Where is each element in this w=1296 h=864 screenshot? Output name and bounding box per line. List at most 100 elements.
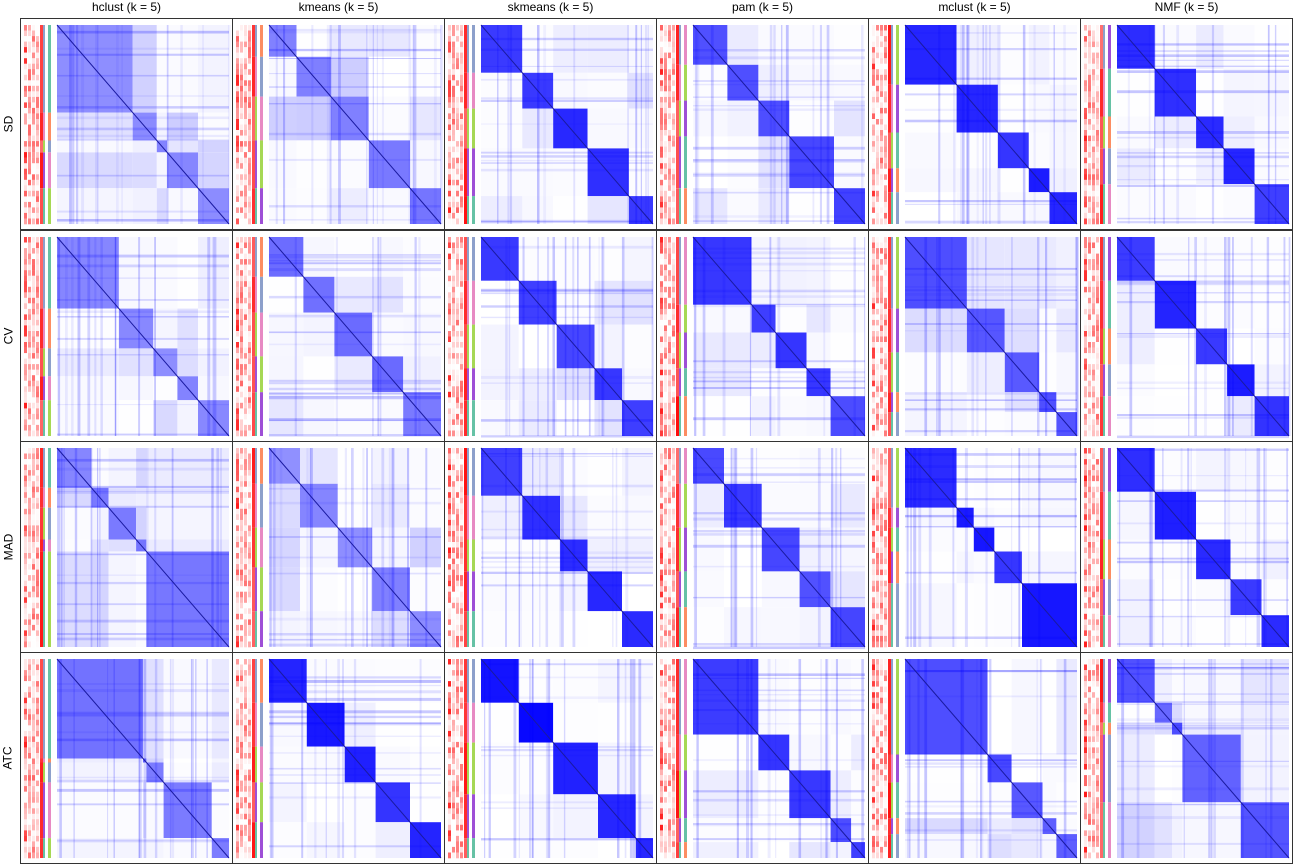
annotation-cell xyxy=(660,386,663,393)
annotation-cell xyxy=(872,248,875,254)
annotation-cell xyxy=(884,30,887,37)
annotation-cell xyxy=(668,846,671,853)
annotation-cell xyxy=(448,830,451,837)
class-color-cell xyxy=(896,168,899,193)
annotation-cell xyxy=(880,237,883,243)
annotation-cell xyxy=(676,770,679,819)
annotation-cell xyxy=(28,747,31,754)
annotation-cell xyxy=(672,248,675,254)
annotation-cell xyxy=(24,725,27,732)
annotation-cell xyxy=(244,190,247,197)
annotation-cell xyxy=(452,141,455,147)
annotation-cell xyxy=(884,408,887,415)
consensus-panel xyxy=(232,441,445,653)
annotation-cell xyxy=(872,85,875,92)
annotation-cell xyxy=(460,802,463,809)
heatmap-texture-line xyxy=(1270,659,1273,858)
annotation-cell xyxy=(236,281,239,287)
annotation-cell xyxy=(880,591,883,598)
annotation-cell xyxy=(876,375,879,381)
annotation-cell xyxy=(240,730,243,737)
heatmap-texture-line xyxy=(906,659,909,858)
annotation-cell xyxy=(1084,242,1087,249)
consensus-heatmap xyxy=(660,236,866,437)
annotation-cell xyxy=(236,692,239,698)
heatmap-texture-line xyxy=(1190,448,1192,647)
heatmap-block xyxy=(1056,308,1077,353)
annotation-cell xyxy=(1084,459,1087,465)
annotation-cell xyxy=(456,413,459,420)
heatmap-diagonal xyxy=(1116,658,1290,859)
annotation-cell xyxy=(36,380,39,387)
annotation-cell xyxy=(28,58,31,64)
annotation-cell xyxy=(672,703,675,709)
annotation-cell xyxy=(884,747,887,754)
annotation-cell xyxy=(876,725,879,732)
annotation-cell xyxy=(660,819,663,826)
annotation-cell xyxy=(448,719,451,726)
annotation-cell xyxy=(28,786,31,792)
annotation-cell xyxy=(660,58,663,64)
annotation-cell xyxy=(32,41,35,48)
heatmap-texture-line xyxy=(1037,237,1039,436)
annotation-cell xyxy=(236,74,239,81)
class-color-cell xyxy=(43,348,45,377)
annotation-cell xyxy=(884,630,887,637)
annotation-cell xyxy=(24,692,27,698)
annotation-cell xyxy=(28,591,31,598)
annotation-cell xyxy=(1084,69,1087,75)
annotation-cell xyxy=(32,841,35,848)
annotation-cell xyxy=(36,802,39,809)
heatmap-texture-line xyxy=(952,448,955,647)
heatmap-block xyxy=(1172,702,1183,723)
annotation-cell xyxy=(884,292,887,299)
heatmap-block xyxy=(598,838,636,858)
annotation-cell xyxy=(672,325,675,332)
annotation-cell xyxy=(1096,635,1099,642)
annotation-cell xyxy=(36,179,39,186)
annotation-cell xyxy=(252,611,255,647)
annotation-cell xyxy=(448,530,451,537)
annotation-cell xyxy=(28,852,31,859)
annotation-cell xyxy=(872,508,875,515)
annotation-cell xyxy=(460,719,463,726)
heatmap-texture-line xyxy=(418,237,421,436)
annotation-cell xyxy=(872,686,875,693)
heatmap-texture-line xyxy=(59,659,62,858)
annotation-cell xyxy=(1088,130,1091,136)
annotation-cell xyxy=(36,492,39,498)
annotation-cell xyxy=(24,514,27,521)
annotation-cell xyxy=(240,74,243,81)
annotation-cell xyxy=(36,386,39,393)
annotation-cell xyxy=(32,675,35,682)
annotation-cell xyxy=(36,107,39,114)
annotation-cell xyxy=(664,80,667,87)
heatmap-texture-line xyxy=(645,25,647,224)
annotation-cell xyxy=(876,130,879,136)
annotation-cell xyxy=(668,281,671,287)
heatmap-diagonal xyxy=(56,236,230,437)
annotation-cell xyxy=(28,659,31,665)
annotation-cell xyxy=(664,830,667,837)
annotation-cell xyxy=(872,503,875,510)
annotation-cell xyxy=(664,453,667,460)
annotation-cell xyxy=(32,492,35,498)
annotation-cell xyxy=(248,196,251,203)
annotation-cell xyxy=(664,308,667,315)
class-color-cell xyxy=(467,400,469,436)
annotation-cell xyxy=(248,835,251,842)
annotation-cell xyxy=(880,201,883,208)
annotation-cell xyxy=(248,703,251,709)
annotation-cell xyxy=(884,168,887,175)
annotation-cell xyxy=(880,670,883,676)
annotation-cell xyxy=(236,275,239,282)
annotation-cell xyxy=(24,286,27,293)
annotation-cell xyxy=(236,375,239,381)
annotation-cell xyxy=(244,408,247,415)
annotation-cell xyxy=(24,703,27,709)
annotation-cell xyxy=(872,675,875,682)
annotation-cell xyxy=(1084,218,1087,225)
heatmap-texture-line xyxy=(820,659,822,858)
annotation-cell xyxy=(244,786,247,792)
annotation-cell xyxy=(876,168,879,175)
